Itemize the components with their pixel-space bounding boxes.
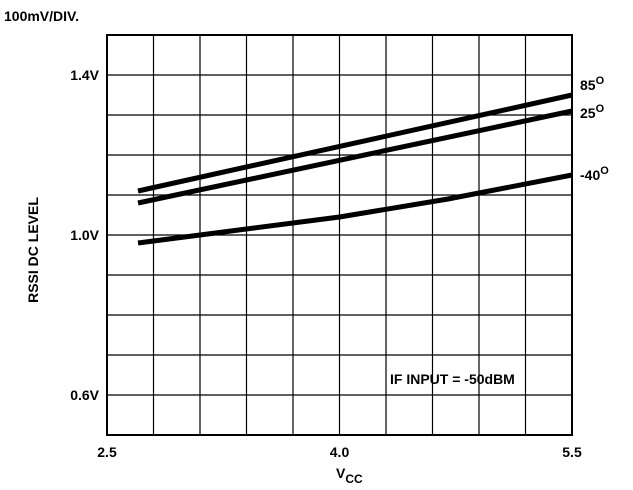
x-axis-label: VCC (336, 465, 363, 486)
plot-frame (106, 34, 573, 436)
grid (107, 35, 572, 435)
series-label-name: 85 (580, 77, 596, 93)
x-tick-label: 5.5 (562, 444, 582, 460)
x-axis-label-subscript: CC (345, 472, 363, 486)
x-tick-label: 2.5 (97, 444, 117, 460)
series-label-name: 25 (580, 105, 596, 121)
series-label: 25O (580, 103, 605, 121)
x-tick-label: 4.0 (330, 444, 350, 460)
series-line (137, 108, 573, 206)
y-tick-label: 1.0V (70, 227, 99, 243)
series-line (137, 172, 573, 246)
series-label: -40O (580, 165, 609, 183)
y-tick-labels: 1.4V 1.0V 0.6V (70, 67, 99, 403)
series-label: 85O (580, 75, 605, 93)
series-lines (137, 92, 573, 246)
scale-note: 100mV/DIV. (4, 8, 79, 24)
series-label-degree: O (600, 165, 609, 177)
y-tick-label: 1.4V (70, 67, 99, 83)
y-axis-label: RSSI DC LEVEL (25, 197, 41, 303)
if-input-annotation: IF INPUT = -50dBM (390, 371, 515, 387)
series-label-degree: O (596, 75, 605, 87)
series-label-degree: O (596, 103, 605, 115)
x-tick-labels: 2.5 4.0 5.5 (97, 444, 582, 460)
series-line (137, 92, 573, 194)
x-axis-label-main: V (336, 465, 346, 481)
y-tick-label: 0.6V (70, 387, 99, 403)
series-label-name: -40 (580, 167, 600, 183)
